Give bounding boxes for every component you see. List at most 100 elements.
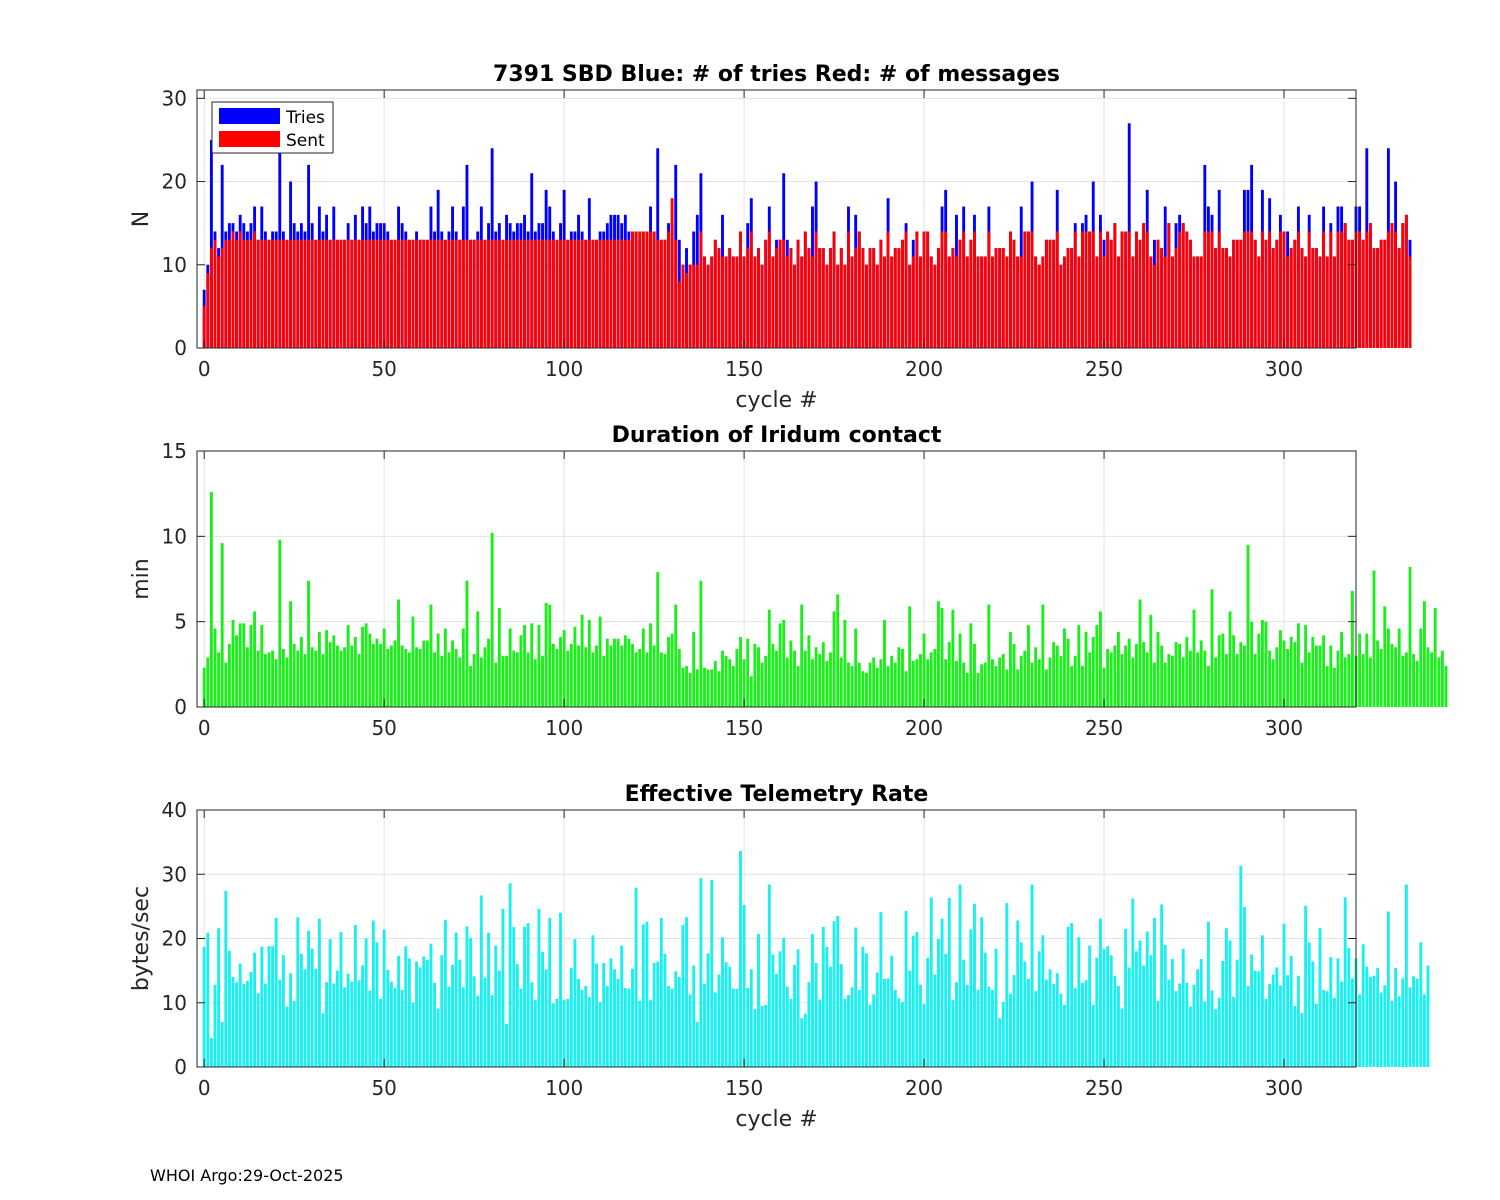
bar-duration-246: [1088, 652, 1092, 707]
bar-rate-276: [1196, 969, 1200, 1067]
bar-rate-272: [1181, 948, 1185, 1067]
bar-duration-345: [1444, 666, 1448, 707]
bar-sent-223: [1005, 256, 1009, 348]
bar-duration-179: [847, 662, 850, 707]
bar-duration-303: [1293, 642, 1297, 707]
bar-sent-266: [1160, 248, 1164, 348]
bar-duration-273: [1185, 637, 1189, 707]
legend-swatch-sent: [219, 131, 280, 147]
bar-rate-22: [281, 955, 285, 1067]
bar-sent-284: [1224, 248, 1228, 348]
bar-duration-122: [641, 628, 645, 707]
bar-duration-187: [875, 667, 879, 707]
bar-rate-339: [1422, 994, 1426, 1067]
bar-duration-104: [577, 645, 580, 707]
bar-rate-103: [573, 939, 577, 1067]
bar-duration-45: [364, 623, 368, 707]
bar-rate-278: [1203, 1001, 1207, 1067]
bar-rate-316: [1340, 981, 1344, 1067]
bar-duration-288: [1239, 642, 1243, 707]
bar-duration-166: [800, 604, 804, 707]
bar-rate-42: [353, 925, 357, 1067]
bar-rate-150: [742, 905, 746, 1067]
bar-duration-284: [1224, 654, 1228, 707]
bar-duration-140: [706, 669, 710, 707]
bar-sent-314: [1332, 256, 1336, 348]
bar-duration-267: [1163, 662, 1167, 707]
bar-sent-235: [1048, 239, 1052, 348]
bar-sent-90: [526, 239, 530, 348]
bar-duration-49: [379, 643, 383, 707]
bar-duration-86: [512, 650, 516, 707]
bar-duration-260: [1138, 599, 1142, 707]
bar-rate-1: [206, 932, 210, 1067]
bar-sent-259: [1135, 231, 1138, 348]
bar-duration-103: [573, 626, 577, 707]
bar-sent-51: [386, 239, 390, 348]
bar-sent-253: [1113, 223, 1117, 348]
bar-sent-189: [883, 256, 886, 348]
bar-rate-224: [1009, 993, 1012, 1067]
bar-rate-270: [1174, 991, 1178, 1067]
bar-duration-55: [400, 645, 404, 707]
bar-sent-326: [1376, 248, 1380, 348]
bar-duration-202: [929, 652, 933, 707]
bar-sent-36: [332, 239, 336, 348]
bar-sent-194: [901, 239, 904, 348]
bar-duration-189: [883, 619, 886, 707]
bar-rate-263: [1149, 955, 1153, 1067]
bar-duration-204: [937, 601, 940, 707]
bar-rate-39: [343, 987, 347, 1067]
bar-rate-189: [883, 978, 886, 1067]
bar-sent-34: [325, 239, 329, 348]
bar-rate-48: [375, 942, 379, 1067]
bar-sent-188: [879, 239, 883, 348]
bar-sent-286: [1232, 239, 1236, 348]
bar-rate-226: [1016, 920, 1020, 1067]
bar-duration-215: [976, 672, 980, 707]
bar-rate-194: [901, 1002, 904, 1067]
bar-duration-79: [487, 638, 490, 707]
y-axis-label: min: [129, 558, 154, 600]
bar-rate-69: [451, 964, 454, 1067]
bar-sent-245: [1084, 231, 1088, 348]
x-tick-label: 250: [1085, 716, 1123, 740]
bar-duration-277: [1199, 640, 1203, 707]
bar-sent-13: [249, 239, 253, 348]
bar-sent-334: [1404, 214, 1408, 348]
bar-rate-28: [303, 969, 307, 1067]
bar-rate-133: [681, 925, 685, 1067]
bar-rate-40: [346, 973, 350, 1067]
bar-sent-110: [598, 239, 602, 348]
bar-duration-261: [1142, 642, 1146, 707]
bar-duration-31: [314, 650, 318, 707]
y-tick-label: 30: [162, 86, 187, 110]
bar-sent-333: [1401, 223, 1405, 348]
bar-duration-34: [325, 630, 329, 707]
bar-rate-305: [1300, 1013, 1304, 1067]
x-tick-label: 250: [1085, 357, 1123, 381]
bar-sent-108: [591, 239, 595, 348]
bar-rate-259: [1135, 951, 1138, 1067]
bar-duration-308: [1311, 637, 1315, 707]
bar-sent-199: [919, 256, 922, 348]
bar-sent-172: [821, 248, 825, 348]
bar-duration-117: [623, 635, 627, 707]
bar-duration-162: [785, 657, 789, 707]
bar-duration-123: [645, 652, 649, 707]
bar-sent-150: [742, 256, 746, 348]
bar-duration-39: [343, 647, 347, 707]
bar-duration-309: [1314, 645, 1318, 707]
bar-sent-242: [1073, 231, 1077, 348]
x-tick-label: 0: [198, 716, 211, 740]
bar-sent-316: [1340, 231, 1344, 348]
bar-rate-30: [310, 948, 314, 1067]
bar-duration-26: [296, 650, 300, 707]
bar-sent-222: [1001, 248, 1005, 348]
bar-duration-76: [476, 611, 480, 707]
bar-rate-277: [1199, 959, 1203, 1067]
bar-duration-173: [825, 660, 829, 707]
bar-sent-95: [544, 239, 548, 348]
bar-sent-29: [307, 239, 311, 348]
bar-sent-303: [1293, 239, 1297, 348]
